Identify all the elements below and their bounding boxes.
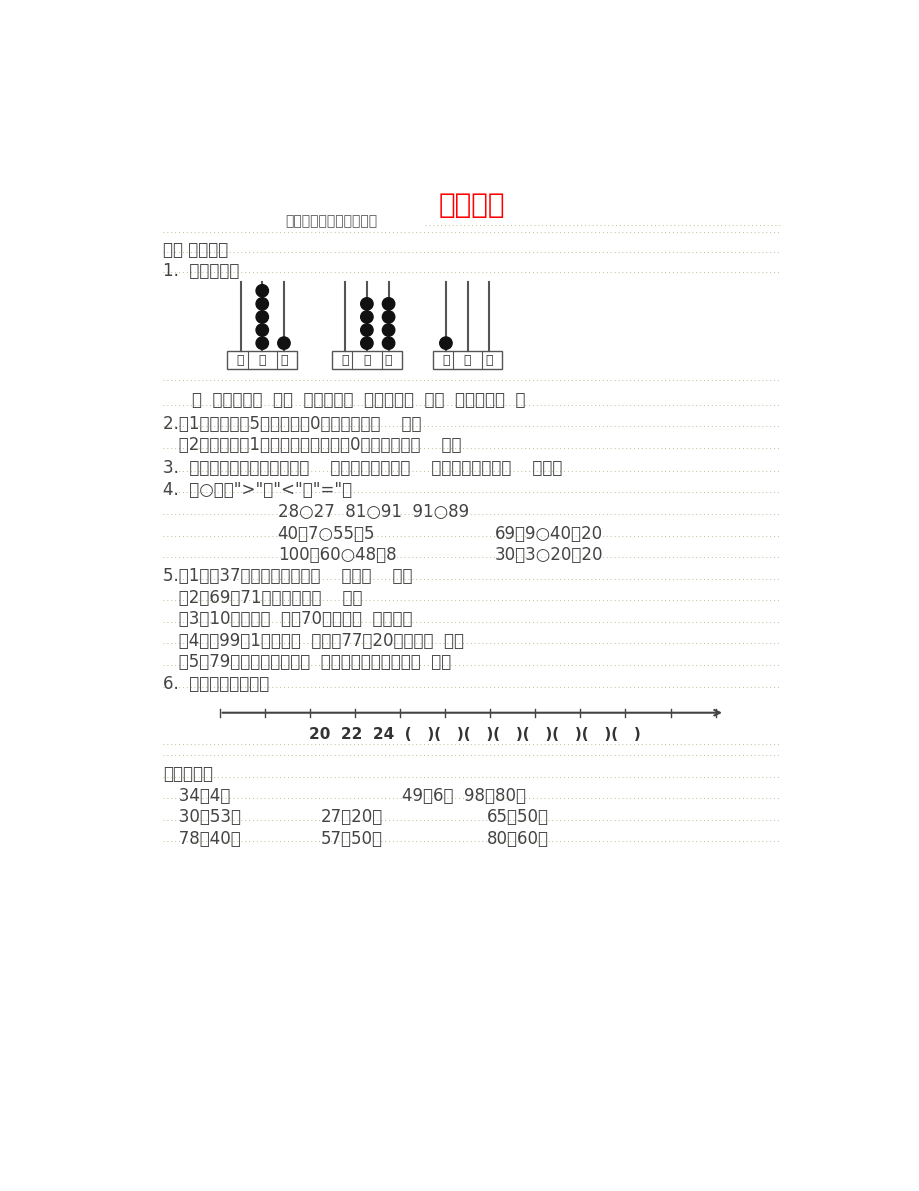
Bar (227, 351, 297, 369)
Text: 班级：＿姓名：＿成绩：: 班级：＿姓名：＿成绩： (285, 213, 377, 227)
Text: 4.  在○里填">"、"<"或"="。: 4. 在○里填">"、"<"或"="。 (163, 481, 352, 499)
Text: 期中试卷: 期中试卷 (437, 191, 505, 219)
Text: 百: 百 (442, 354, 449, 367)
Circle shape (382, 298, 394, 310)
Text: 十: 十 (463, 354, 471, 367)
Text: 80－60＝: 80－60＝ (486, 830, 549, 848)
Circle shape (439, 337, 451, 349)
Text: （2）百位上是1，十位和个位上都是0，这个数是（    ）。: （2）百位上是1，十位和个位上都是0，这个数是（ ）。 (163, 436, 461, 454)
Circle shape (278, 337, 289, 349)
Text: 40＋7○55－5: 40＋7○55－5 (278, 525, 375, 543)
Text: 二、计算。: 二、计算。 (163, 765, 213, 782)
Text: 78－40＝: 78－40＝ (163, 830, 241, 848)
Text: 2.（1）十位上是5，个位上是0，这个数是（    ）。: 2.（1）十位上是5，个位上是0，这个数是（ ）。 (163, 414, 421, 432)
Circle shape (360, 337, 373, 349)
Text: 个: 个 (485, 354, 493, 367)
Text: 一、 填空题。: 一、 填空题。 (163, 242, 228, 260)
Text: （4）比99多1的数是（  ），比77少20的数是（  ）。: （4）比99多1的数是（ ），比77少20的数是（ ）。 (163, 632, 463, 650)
Text: （  ）个十是（  ）（  ）个十和（  ）个一是（  ）（  ）个百是（  ）: （ ）个十是（ ）（ ）个十和（ ）个一是（ ）（ ）个百是（ ） (192, 391, 526, 409)
Circle shape (255, 311, 268, 323)
Bar (332, 351, 402, 369)
Circle shape (255, 324, 268, 336)
Text: 百: 百 (341, 354, 348, 367)
Text: （3）10个十是（  ），70里面有（  ）个十。: （3）10个十是（ ），70里面有（ ）个十。 (163, 610, 412, 629)
Circle shape (382, 324, 394, 336)
Text: 100－60○48－8: 100－60○48－8 (278, 545, 396, 563)
Circle shape (360, 298, 373, 310)
Text: 30＋53＝: 30＋53＝ (163, 809, 241, 827)
Text: 百: 百 (236, 354, 244, 367)
Text: 20  22  24  (   )(   )(   )(   )(   )(   )(   )(   ): 20 22 24 ( )( )( )( )( )( )( )( ) (309, 727, 641, 742)
Text: 5.（1）和37相邻的两个数是（    ）和（    ）。: 5.（1）和37相邻的两个数是（ ）和（ ）。 (163, 567, 412, 585)
Text: 49－6＝  98－80＝: 49－6＝ 98－80＝ (402, 786, 525, 805)
Text: 27＋20＝: 27＋20＝ (320, 809, 382, 827)
Circle shape (382, 337, 394, 349)
Circle shape (360, 311, 373, 323)
Text: （5）79前面的一个数是（  ），后面的一个数是（  ）。: （5）79前面的一个数是（ ），后面的一个数是（ ）。 (163, 654, 451, 672)
Text: （2）69和71中间的数是（    ）。: （2）69和71中间的数是（ ）。 (163, 588, 362, 606)
Circle shape (382, 311, 394, 323)
Circle shape (255, 298, 268, 310)
Circle shape (255, 337, 268, 349)
Text: 3.  一个数从右边起第一位是（    ）位，第二位是（    ）位，第三位是（    ）位。: 3. 一个数从右边起第一位是（ ）位，第二位是（ ）位，第三位是（ ）位。 (163, 459, 562, 476)
Text: 28○27  81○91  91○89: 28○27 81○91 91○89 (278, 504, 469, 522)
Text: 69－9○40＋20: 69－9○40＋20 (494, 525, 602, 543)
Text: 十: 十 (258, 354, 266, 367)
Text: 34＋4＝: 34＋4＝ (163, 786, 230, 805)
Bar (432, 351, 502, 369)
Circle shape (360, 324, 373, 336)
Text: 57－50＝: 57－50＝ (320, 830, 382, 848)
Text: 1.  看图填空。: 1. 看图填空。 (163, 262, 239, 280)
Text: 30＋3○20＋20: 30＋3○20＋20 (494, 545, 603, 563)
Text: 6.  按数的顺序填写。: 6. 按数的顺序填写。 (163, 675, 269, 693)
Text: 65－50＝: 65－50＝ (486, 809, 549, 827)
Text: 个: 个 (280, 354, 288, 367)
Circle shape (255, 285, 268, 297)
Text: 个: 个 (384, 354, 391, 367)
Text: 十: 十 (363, 354, 370, 367)
